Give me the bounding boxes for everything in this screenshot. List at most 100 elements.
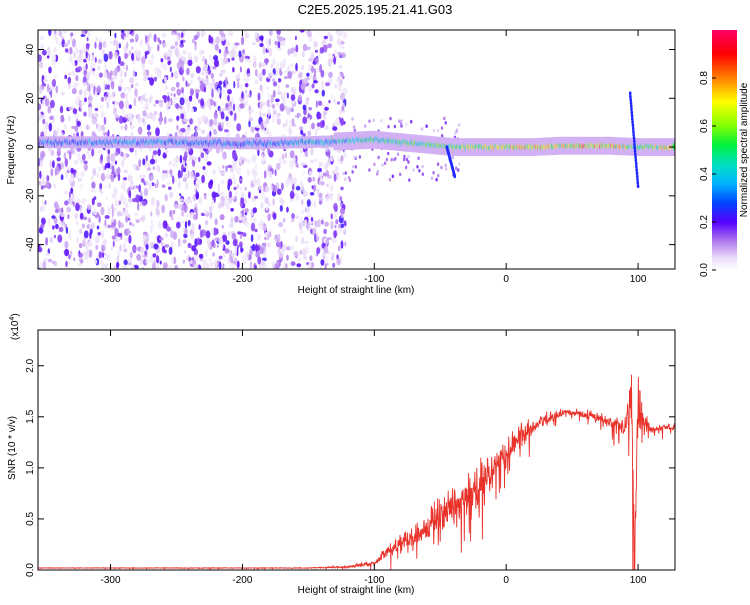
noise-point [161,62,165,69]
noise-point [42,49,47,56]
noise-point [307,262,312,269]
noise-point [167,75,172,80]
noise-point [126,41,129,49]
noise-point [326,169,329,178]
noise-point [38,158,41,167]
noise-point [254,32,258,39]
noise-point [272,212,277,220]
noise-point [163,116,167,125]
noise-point [187,83,190,87]
noise-point [67,214,70,220]
noise-point [310,228,313,235]
noise-point [314,128,318,137]
noise-point [236,184,240,190]
noise-point [112,40,118,46]
noise-point [151,154,154,160]
noise-point [186,67,190,76]
noise-point [57,205,60,209]
noise-point [155,207,160,214]
streak-point [634,161,638,166]
noise-point [193,214,197,220]
noise-point [265,58,268,66]
noise-point [174,71,179,79]
noise-point [282,217,286,223]
streak-point [635,164,638,169]
noise-point [301,50,305,58]
noise-point [271,103,276,109]
noise-point [41,217,46,226]
noise-point [292,86,296,94]
noise-point [323,245,329,254]
noise-point [146,167,152,171]
noise-point [418,168,421,173]
noise-point [121,159,125,168]
noise-point [173,157,177,164]
noise-point [114,107,117,111]
streak-point [630,110,634,115]
noise-point [55,166,60,175]
noise-point [208,205,213,213]
noise-point [45,237,49,246]
noise-point [225,46,228,51]
noise-point [128,190,132,199]
noise-point [129,221,132,226]
noise-point [218,166,221,174]
noise-point [120,92,126,99]
noise-point [88,106,93,116]
noise-point [254,69,258,77]
noise-point [223,50,227,59]
noise-point [239,241,243,248]
noise-point [120,183,126,190]
noise-point [149,111,153,120]
noise-point [221,121,224,129]
noise-point [285,84,290,88]
noise-point [38,215,41,225]
noise-point [234,163,237,172]
noise-point [46,55,50,59]
noise-point [83,165,87,170]
noise-point [322,255,325,260]
noise-point [154,159,158,164]
noise-point [321,89,325,97]
noise-point [135,114,139,119]
noise-point [85,243,89,251]
noise-point [53,234,57,239]
noise-point [100,96,105,103]
noise-point [277,91,282,95]
noise-point [261,157,266,164]
noise-point [68,115,71,122]
noise-point [85,51,88,59]
noise-point [278,221,284,228]
noise-point [145,35,148,44]
noise-point [340,207,345,215]
noise-point [203,209,208,215]
noise-point [38,227,44,234]
noise-point [213,227,218,236]
noise-point [102,238,108,246]
noise-point [301,199,304,206]
snr-series-line [38,374,675,570]
noise-point [232,66,235,73]
snr-background [38,330,675,570]
noise-point [299,249,303,255]
noise-point [219,214,225,221]
noise-point [124,71,127,78]
noise-point [72,132,76,138]
noise-point [180,113,185,120]
noise-point [119,69,123,77]
noise-point [75,171,79,180]
spectrogram-points [38,30,675,269]
noise-point [310,147,314,156]
noise-point [85,151,90,156]
streak-point [453,174,457,179]
noise-point [281,200,285,206]
noise-point [64,123,67,130]
noise-point [95,244,99,250]
noise-point [120,78,124,84]
noise-point [308,57,313,62]
noise-point [306,199,311,207]
noise-point [72,108,78,115]
noise-point [318,160,321,169]
noise-point [84,30,88,34]
